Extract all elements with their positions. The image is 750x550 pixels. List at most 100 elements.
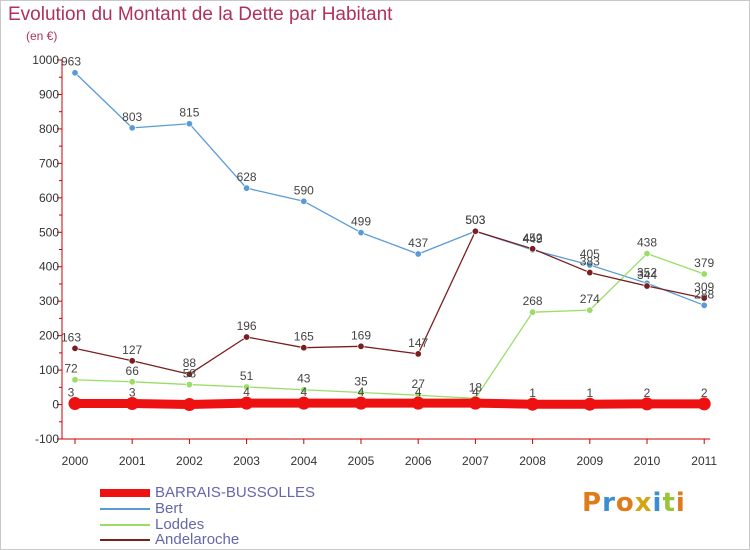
data-label: 379 — [694, 256, 714, 270]
data-label: 18 — [469, 380, 483, 394]
y-tick-label: 400 — [39, 260, 59, 274]
y-tick-label: 100 — [39, 363, 59, 377]
series-point — [414, 250, 422, 258]
series-point — [643, 282, 651, 290]
x-tick-label: 2007 — [462, 454, 489, 468]
data-label: 169 — [351, 328, 371, 342]
legend-swatch-bert — [100, 508, 150, 510]
series-point — [128, 124, 136, 132]
series-point — [185, 381, 193, 389]
data-label: 452 — [523, 231, 543, 245]
x-tick-label: 2005 — [348, 454, 375, 468]
series-points — [68, 69, 711, 412]
x-tick-label: 2002 — [176, 454, 203, 468]
legend-swatch-andelaroche — [100, 539, 150, 541]
data-label: 4 — [243, 385, 250, 399]
series-point — [357, 388, 365, 396]
y-tick-label: 800 — [39, 122, 59, 136]
series-point — [414, 350, 422, 358]
legend-swatch-loddes — [100, 524, 150, 526]
series-point — [643, 250, 651, 258]
series-point — [640, 397, 654, 411]
series-point — [243, 184, 251, 192]
series-line — [74, 72, 705, 306]
y-tick-label: -100 — [35, 432, 59, 446]
series-point — [125, 397, 139, 411]
series-point — [586, 269, 594, 277]
x-tick-label: 2009 — [576, 454, 603, 468]
data-label: 449 — [523, 232, 543, 246]
data-label: 309 — [694, 280, 714, 294]
proxiti-logo: Proxiti — [582, 488, 686, 518]
legend-swatch-barrais-bussolles — [100, 489, 150, 497]
series-point — [471, 227, 479, 235]
data-label: 66 — [126, 364, 140, 378]
data-label: 165 — [294, 330, 314, 344]
series-point — [526, 397, 540, 411]
series-point — [240, 396, 254, 410]
data-label: 344 — [637, 268, 657, 282]
data-label: 4 — [472, 385, 479, 399]
x-tick-label: 2003 — [233, 454, 260, 468]
series-point — [700, 294, 708, 302]
data-label: 196 — [237, 319, 257, 333]
y-tick-label: 200 — [39, 329, 59, 343]
data-label: 3 — [129, 386, 136, 400]
series-line — [74, 230, 705, 375]
data-label: 35 — [354, 374, 368, 388]
data-label: 1 — [529, 386, 536, 400]
series-line — [74, 252, 705, 399]
series-point — [182, 398, 196, 412]
series-point — [697, 397, 711, 411]
data-label: 503 — [465, 213, 485, 227]
x-tick-label: 2006 — [405, 454, 432, 468]
data-label: 503 — [465, 213, 485, 227]
series-point — [300, 197, 308, 205]
data-label: 352 — [637, 265, 657, 279]
data-label: 4 — [300, 385, 307, 399]
data-label: 127 — [122, 343, 142, 357]
series-point — [243, 333, 251, 341]
data-label: 51 — [240, 369, 254, 383]
data-label: 2 — [701, 386, 708, 400]
series-point — [128, 378, 136, 386]
data-label: 147 — [408, 336, 428, 350]
y-tick-label: 700 — [39, 156, 59, 170]
data-label: 963 — [61, 55, 81, 69]
data-label: 88 — [183, 356, 197, 370]
x-tick-label: 2000 — [62, 454, 89, 468]
x-tick-label: 2004 — [290, 454, 317, 468]
series-point — [357, 229, 365, 237]
data-label: 628 — [237, 170, 257, 184]
data-label: 405 — [580, 247, 600, 261]
series-point — [185, 120, 193, 128]
data-label: 274 — [580, 292, 600, 306]
series-point — [357, 342, 365, 350]
y-tick-label: 300 — [39, 294, 59, 308]
series-point — [529, 245, 537, 253]
series-point — [700, 270, 708, 278]
series-point — [243, 383, 251, 391]
data-label: 58 — [183, 367, 197, 381]
series-point — [300, 386, 308, 394]
series-point — [411, 396, 425, 410]
series-point — [128, 357, 136, 365]
series-point — [583, 397, 597, 411]
series-point — [297, 396, 311, 410]
y-tick-label: 1000 — [32, 53, 59, 67]
x-tick-label: 2011 — [691, 454, 717, 468]
data-label: 590 — [294, 183, 314, 197]
series-lines — [70, 72, 709, 410]
series-point — [354, 396, 368, 410]
data-label: 43 — [297, 372, 311, 386]
legend-label-loddes: Loddes — [155, 516, 205, 533]
data-label: 499 — [351, 215, 371, 229]
data-label: 72 — [64, 362, 78, 376]
x-tick-label: 2008 — [519, 454, 546, 468]
data-label: 438 — [637, 236, 657, 250]
y-tick-label: 600 — [39, 191, 59, 205]
series-point — [300, 344, 308, 352]
axes: -100 0 100 200 300 400 500 600 700 800 900 1000 2000… — [32, 53, 717, 468]
